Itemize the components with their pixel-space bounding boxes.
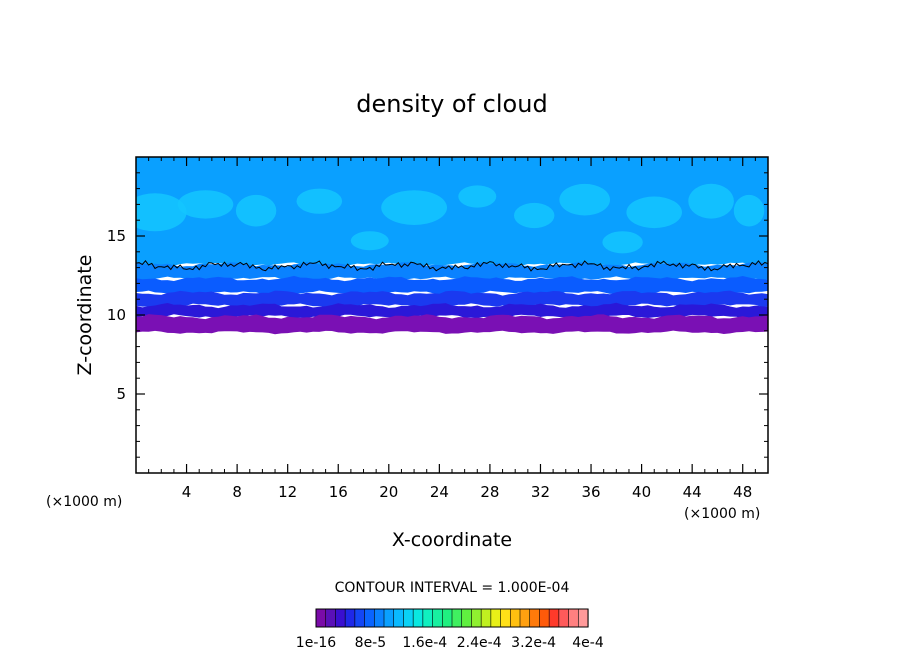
colorbar-swatch bbox=[471, 608, 482, 628]
colorbar-swatch bbox=[373, 608, 385, 628]
y-tick-label: 5 bbox=[116, 385, 126, 403]
contour-line bbox=[136, 259, 768, 272]
plot-field bbox=[136, 157, 768, 335]
colorbar-label: 2.4e-4 bbox=[457, 635, 502, 651]
colorbar-swatch bbox=[412, 608, 424, 628]
y-axis-label: Z-coordinate bbox=[74, 255, 96, 376]
x-tick-label: 28 bbox=[480, 483, 499, 501]
colorbar-swatch bbox=[432, 608, 443, 628]
density-band bbox=[136, 290, 768, 308]
chart-title: density of cloud bbox=[356, 90, 547, 118]
colorbar-frame bbox=[315, 608, 589, 628]
colorbar-swatch bbox=[354, 608, 366, 628]
x-axis-label: X-coordinate bbox=[392, 529, 512, 551]
colorbar-label: 4e-4 bbox=[572, 635, 604, 651]
x-tick-label: 32 bbox=[531, 483, 550, 501]
colorbar-swatch bbox=[393, 608, 405, 628]
cyan-patch bbox=[296, 188, 343, 214]
density-band bbox=[136, 314, 768, 335]
colorbar-swatch bbox=[451, 608, 463, 628]
cyan-patch bbox=[350, 231, 389, 251]
x-tick-label: 24 bbox=[430, 483, 449, 501]
contour-interval-label: CONTOUR INTERVAL = 1.000E-04 bbox=[335, 580, 570, 596]
x-tick-label: 8 bbox=[232, 483, 242, 501]
colorbar-swatch bbox=[519, 608, 531, 628]
cyan-patch bbox=[458, 185, 497, 208]
colorbar-swatch bbox=[403, 608, 414, 628]
colorbar bbox=[315, 608, 589, 628]
cyan-patch bbox=[626, 196, 682, 229]
x-tick-label: 48 bbox=[733, 483, 752, 501]
x-tick-label: 16 bbox=[329, 483, 348, 501]
colorbar-swatch bbox=[548, 608, 560, 628]
colorbar-swatch bbox=[539, 608, 550, 628]
colorbar-swatch bbox=[383, 608, 395, 628]
cyan-patch bbox=[177, 190, 234, 219]
colorbar-swatch bbox=[335, 608, 346, 628]
x-tick-label: 36 bbox=[581, 483, 600, 501]
colorbar-swatch bbox=[315, 608, 327, 628]
colorbar-swatch bbox=[509, 608, 521, 628]
colorbar-swatch bbox=[500, 608, 511, 628]
colorbar-swatch bbox=[422, 608, 434, 628]
x-tick-label: 44 bbox=[683, 483, 702, 501]
colorbar-swatch bbox=[325, 608, 337, 628]
x-tick-label: 20 bbox=[379, 483, 398, 501]
density-band bbox=[136, 302, 768, 319]
x-tick-label: 12 bbox=[278, 483, 297, 501]
density-bands bbox=[136, 157, 768, 335]
colorbar-label: 3.2e-4 bbox=[511, 635, 556, 651]
cyan-patch bbox=[733, 194, 765, 227]
colorbar-swatch bbox=[568, 608, 579, 628]
y-tick-label: 15 bbox=[107, 227, 126, 245]
colorbar-swatch bbox=[364, 608, 375, 628]
cyan-patch bbox=[559, 183, 610, 216]
colorbar-swatch bbox=[577, 608, 589, 628]
colorbar-swatch bbox=[344, 608, 356, 628]
cyan-patch bbox=[136, 193, 187, 232]
colorbar-label: 1.6e-4 bbox=[402, 635, 447, 651]
cyan-patch bbox=[381, 190, 447, 226]
cyan-patch bbox=[514, 202, 555, 229]
colorbar-label: 8e-5 bbox=[355, 635, 386, 651]
y-tick-label: 10 bbox=[107, 306, 126, 324]
density-band bbox=[136, 275, 768, 296]
cyan-patch bbox=[235, 194, 277, 227]
colorbar-labels: 1e-16 8e-5 1.6e-4 2.4e-4 3.2e-4 4e-4 bbox=[296, 635, 604, 651]
cyan-patch bbox=[602, 231, 643, 254]
colorbar-swatch bbox=[529, 608, 541, 628]
colorbar-swatch bbox=[461, 608, 473, 628]
cyan-patch bbox=[688, 183, 734, 219]
colorbar-label: 1e-16 bbox=[296, 635, 336, 651]
x-tick-label: 4 bbox=[182, 483, 192, 501]
x-tick-label: 40 bbox=[632, 483, 651, 501]
colorbar-swatch bbox=[558, 608, 570, 628]
colorbar-swatch bbox=[490, 608, 502, 628]
x-unit-right: (×1000 m) bbox=[684, 506, 760, 522]
cyan-patches bbox=[136, 183, 765, 254]
colorbar-swatch bbox=[441, 608, 453, 628]
colorbar-swatch bbox=[480, 608, 492, 628]
x-unit-left: (×1000 m) bbox=[46, 494, 122, 510]
